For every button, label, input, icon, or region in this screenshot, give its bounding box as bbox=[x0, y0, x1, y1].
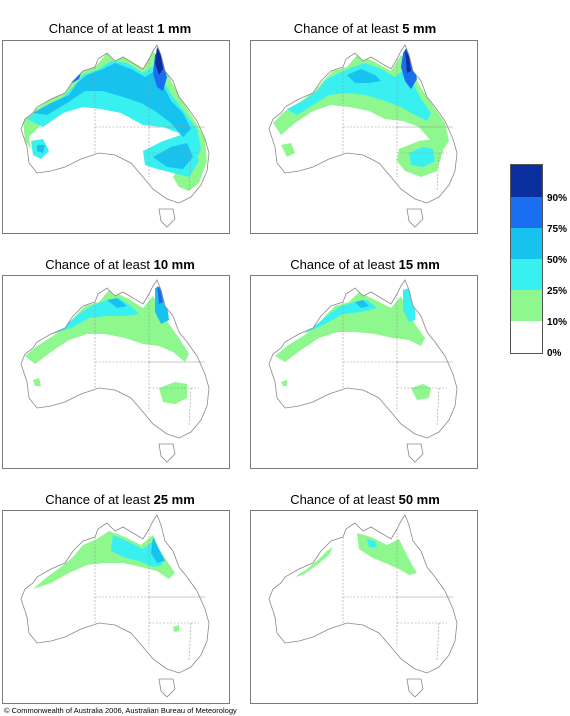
panel-title-50mm: Chance of at least 50 mm bbox=[290, 492, 440, 507]
probability-zone bbox=[33, 63, 191, 137]
tasmania bbox=[406, 208, 424, 228]
panel-title-15mm: Chance of at least 15 mm bbox=[290, 257, 440, 272]
map-panel-50mm bbox=[250, 510, 478, 704]
map-panel-1mm bbox=[2, 40, 230, 234]
coastline bbox=[20, 44, 210, 204]
australia-map bbox=[20, 279, 210, 463]
legend-swatch-25 bbox=[511, 259, 542, 290]
legend-label-50: 50% bbox=[547, 255, 568, 266]
mainland bbox=[269, 515, 457, 673]
probability-zone bbox=[151, 537, 165, 563]
state-border bbox=[188, 152, 192, 192]
probability-zone bbox=[159, 382, 187, 404]
coastline bbox=[268, 279, 458, 439]
australia-map bbox=[268, 44, 458, 228]
probability-zone bbox=[111, 535, 163, 567]
legend-swatch-75 bbox=[511, 197, 542, 228]
probability-zone bbox=[303, 300, 377, 334]
state-border bbox=[188, 387, 192, 427]
tasmania bbox=[406, 443, 424, 463]
tasmania bbox=[406, 678, 424, 698]
tasmania bbox=[158, 678, 176, 698]
australia-map bbox=[20, 514, 210, 698]
legend-swatch-90 bbox=[511, 165, 542, 197]
map-panel-10mm bbox=[2, 275, 230, 469]
panel-title-25mm: Chance of at least 25 mm bbox=[45, 492, 195, 507]
tasmania bbox=[158, 208, 176, 228]
copyright-notice: © Commonwealth of Australia 2006, Austra… bbox=[4, 706, 237, 715]
probability-zone bbox=[275, 292, 425, 362]
probability-zone bbox=[155, 47, 163, 75]
map-panel-15mm bbox=[250, 275, 478, 469]
australia-map bbox=[268, 514, 458, 698]
probability-zone bbox=[355, 300, 369, 308]
panel-title-5mm: Chance of at least 5 mm bbox=[293, 21, 437, 36]
probability-legend bbox=[510, 164, 543, 354]
probability-zone bbox=[157, 286, 163, 304]
legend-swatch-50 bbox=[511, 228, 542, 259]
map-panel-25mm bbox=[2, 510, 230, 704]
legend-label-75: 75% bbox=[547, 224, 568, 235]
legend-label-90: 90% bbox=[547, 193, 568, 204]
legend-swatch-10 bbox=[511, 290, 542, 321]
probability-zone bbox=[281, 380, 287, 386]
probability-zone bbox=[153, 143, 193, 169]
state-border bbox=[436, 152, 440, 192]
coastline bbox=[20, 514, 210, 674]
probability-zone bbox=[33, 531, 175, 589]
tasmania bbox=[158, 443, 176, 463]
probability-zone bbox=[367, 539, 377, 547]
probability-zone bbox=[409, 147, 435, 167]
probability-zone bbox=[25, 290, 189, 364]
coastline bbox=[20, 279, 210, 439]
legend-label-10: 10% bbox=[547, 317, 568, 328]
probability-zone bbox=[281, 143, 295, 157]
probability-zone bbox=[65, 71, 75, 81]
australia-map bbox=[268, 279, 458, 463]
australia-map bbox=[20, 44, 210, 228]
legend-label-25: 25% bbox=[547, 286, 568, 297]
map-panel-5mm bbox=[250, 40, 478, 234]
coastline bbox=[268, 514, 458, 674]
legend-swatch-0 bbox=[511, 321, 542, 353]
probability-zone bbox=[403, 288, 415, 322]
probability-zone bbox=[347, 69, 381, 83]
probability-zone bbox=[173, 625, 179, 632]
probability-zone bbox=[405, 49, 411, 73]
panel-title-1mm: Chance of at least 1 mm bbox=[48, 21, 192, 36]
probability-zone bbox=[37, 145, 45, 153]
probability-zone bbox=[287, 63, 431, 121]
probability-zone bbox=[295, 547, 333, 577]
probability-zone bbox=[33, 378, 41, 386]
coastline bbox=[268, 44, 458, 204]
legend-label-0: 0% bbox=[547, 348, 562, 359]
state-border bbox=[436, 387, 440, 427]
state-border bbox=[188, 622, 192, 662]
panel-title-10mm: Chance of at least 10 mm bbox=[45, 257, 195, 272]
state-border bbox=[436, 622, 440, 662]
probability-zone bbox=[107, 298, 127, 308]
